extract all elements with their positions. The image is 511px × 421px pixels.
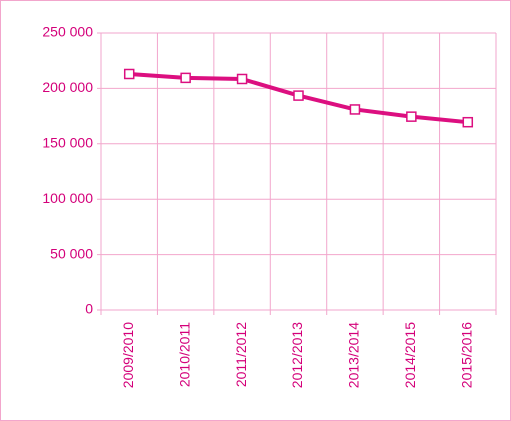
point-marker — [293, 90, 304, 101]
point-marker — [123, 68, 135, 80]
point-marker — [406, 111, 417, 122]
y-tick-label: 200 000 — [42, 79, 93, 95]
y-tick-label: 250 000 — [42, 24, 93, 40]
x-tick-label: 2010/2011 — [176, 322, 192, 387]
y-tick-label: 0 — [85, 301, 93, 317]
x-tick-label: 2015/2016 — [458, 322, 474, 388]
x-tick-label: 2013/2014 — [346, 322, 362, 388]
x-tick-label: 2014/2015 — [402, 322, 418, 388]
x-tick-label: 2012/2013 — [289, 322, 305, 388]
point-marker — [462, 116, 474, 128]
x-tick-label: 2011/2012 — [233, 322, 249, 387]
y-tick-label: 50 000 — [50, 245, 93, 261]
point-marker — [180, 72, 191, 84]
point-marker — [349, 104, 361, 115]
x-tick-label: 2009/2010 — [120, 322, 136, 388]
point-marker — [236, 73, 248, 85]
y-tick-label: 100 000 — [42, 190, 93, 206]
y-tick-label: 150 000 — [42, 135, 93, 151]
